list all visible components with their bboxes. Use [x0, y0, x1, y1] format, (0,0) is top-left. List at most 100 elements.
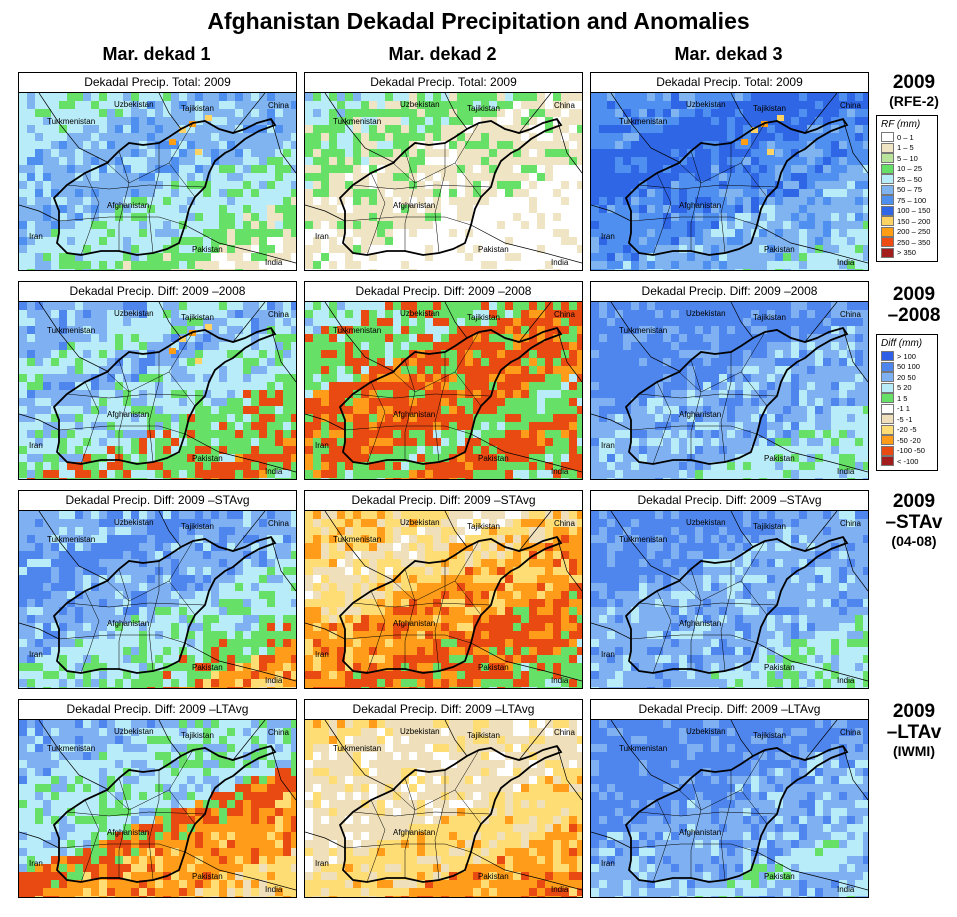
- legend-item-label: > 350: [897, 248, 916, 258]
- legend-item-label: 100 – 150: [897, 206, 931, 216]
- place-label-afghanistan: Afghanistan: [393, 828, 436, 837]
- afghanistan-border: [338, 744, 563, 883]
- place-label-india: India: [265, 467, 283, 476]
- legend-swatch: [881, 393, 894, 404]
- precipitation-map: Uzbekistan Tajikistan China Turkmenistan Afg…: [591, 511, 868, 688]
- place-label-turkmenistan: Turkmenistan: [333, 535, 382, 544]
- row-label-2009-2008: 2009 –2008: [873, 284, 955, 326]
- map-raster: [305, 720, 582, 897]
- place-label-india: India: [551, 467, 569, 476]
- map-raster: [19, 302, 296, 479]
- map-raster: [591, 720, 868, 897]
- legend-item-label: > 100: [897, 351, 916, 361]
- place-label-uzbekistan: Uzbekistan: [400, 100, 440, 109]
- legend-swatch: [881, 226, 894, 237]
- place-label-china: China: [840, 728, 861, 737]
- legend-item: 5 20: [881, 382, 933, 394]
- legend-swatch: [881, 205, 894, 216]
- place-label-india: India: [837, 467, 855, 476]
- place-label-turkmenistan: Turkmenistan: [47, 326, 96, 335]
- place-label-afghanistan: Afghanistan: [107, 410, 150, 419]
- map-panel: Dekadal Precip. Diff: 2009 –2008 Uzbekist…: [18, 281, 297, 480]
- map-raster: [305, 93, 582, 270]
- precipitation-map: Uzbekistan Tajikistan China Turkmenistan Afg…: [591, 720, 868, 897]
- map-panel: Dekadal Precip. Diff: 2009 –2008 Uzbekist…: [304, 281, 583, 480]
- legend-item: 250 – 350: [881, 237, 933, 248]
- place-label-pakistan: Pakistan: [764, 245, 795, 254]
- place-label-uzbekistan: Uzbekistan: [114, 727, 154, 736]
- legend-item-label: 20 50: [897, 372, 916, 382]
- place-label-uzbekistan: Uzbekistan: [400, 727, 440, 736]
- place-label-iran: Iran: [601, 859, 615, 868]
- place-label-uzbekistan: Uzbekistan: [114, 518, 154, 527]
- place-label-iran: Iran: [29, 441, 43, 450]
- legend-item-label: -100 -50: [897, 446, 925, 456]
- place-label-china: China: [840, 519, 861, 528]
- place-label-uzbekistan: Uzbekistan: [400, 309, 440, 318]
- legend-item: 50 100: [881, 361, 933, 373]
- panel-title: Dekadal Precip. Diff: 2009 –LTAvg: [591, 700, 868, 720]
- legend-item: 150 – 200: [881, 216, 933, 227]
- place-label-iran: Iran: [29, 232, 43, 241]
- place-label-india: India: [551, 258, 569, 267]
- place-label-afghanistan: Afghanistan: [107, 619, 150, 628]
- row-label-2009-stav: 2009 –STAv (04-08): [873, 491, 955, 550]
- place-label-pakistan: Pakistan: [192, 663, 223, 672]
- panel-title: Dekadal Precip. Diff: 2009 –STAvg: [19, 491, 296, 511]
- legend-item-label: 75 – 100: [897, 195, 927, 205]
- place-label-turkmenistan: Turkmenistan: [333, 117, 382, 126]
- legend-swatch: [881, 216, 894, 227]
- precipitation-map: Uzbekistan Tajikistan China Turkmenistan Afg…: [591, 302, 868, 479]
- place-label-pakistan: Pakistan: [478, 663, 509, 672]
- row-label-line1: 2009: [892, 701, 936, 722]
- place-label-tajikistan: Tajikistan: [181, 731, 214, 740]
- legend-swatch: [881, 153, 894, 164]
- panel-title: Dekadal Precip. Diff: 2009 –2008: [305, 282, 582, 302]
- place-label-tajikistan: Tajikistan: [467, 313, 500, 322]
- legend-item-label: 5 – 10: [897, 153, 918, 163]
- legend-item-label: -1 1: [897, 404, 910, 414]
- place-label-tajikistan: Tajikistan: [181, 522, 214, 531]
- place-label-uzbekistan: Uzbekistan: [400, 518, 440, 527]
- legend-swatch: [881, 361, 894, 372]
- place-label-pakistan: Pakistan: [192, 454, 223, 463]
- place-label-uzbekistan: Uzbekistan: [114, 100, 154, 109]
- place-label-uzbekistan: Uzbekistan: [686, 309, 726, 318]
- place-label-tajikistan: Tajikistan: [467, 522, 500, 531]
- place-label-iran: Iran: [315, 441, 329, 450]
- place-label-afghanistan: Afghanistan: [107, 828, 150, 837]
- legend-item: < -100: [881, 456, 933, 467]
- panel-title: Dekadal Precip. Diff: 2009 –STAvg: [591, 491, 868, 511]
- place-label-china: China: [840, 101, 861, 110]
- row-label-line3: (IWMI): [893, 743, 935, 759]
- legend-swatch: [881, 372, 894, 383]
- place-label-china: China: [268, 101, 289, 110]
- legend-rf-title: RF (mm): [881, 119, 921, 130]
- afghanistan-border: [52, 744, 277, 883]
- place-label-pakistan: Pakistan: [192, 872, 223, 881]
- row-label-line2: –STAv: [885, 512, 943, 533]
- place-label-iran: Iran: [315, 650, 329, 659]
- legend-diff: Diff (mm) > 100 50 100 20 50 5 20 1 5 -1…: [876, 334, 938, 471]
- place-label-pakistan: Pakistan: [192, 245, 223, 254]
- place-label-afghanistan: Afghanistan: [393, 201, 436, 210]
- legend-item: 100 – 150: [881, 205, 933, 217]
- place-label-iran: Iran: [29, 859, 43, 868]
- legend-swatch: [881, 247, 894, 258]
- place-label-iran: Iran: [601, 441, 615, 450]
- row-label-line1: 2009: [892, 72, 936, 93]
- row-label-2009-ltav: 2009 –LTAv (IWMI): [873, 701, 955, 760]
- afghanistan-border: [624, 326, 849, 465]
- place-label-china: China: [554, 728, 575, 737]
- legend-swatch: [881, 403, 894, 414]
- place-label-pakistan: Pakistan: [764, 663, 795, 672]
- place-label-turkmenistan: Turkmenistan: [47, 535, 96, 544]
- precipitation-map: Uzbekistan Tajikistan China Turkmenistan Afg…: [19, 511, 296, 688]
- map-raster: [19, 511, 296, 688]
- map-panel: Dekadal Precip. Diff: 2009 –2008 Uzbekist…: [590, 281, 869, 480]
- place-label-turkmenistan: Turkmenistan: [619, 117, 668, 126]
- afghanistan-border: [624, 535, 849, 674]
- legend-item-label: 250 – 350: [897, 237, 931, 247]
- place-label-turkmenistan: Turkmenistan: [619, 535, 668, 544]
- legend-item-label: 150 – 200: [897, 216, 931, 226]
